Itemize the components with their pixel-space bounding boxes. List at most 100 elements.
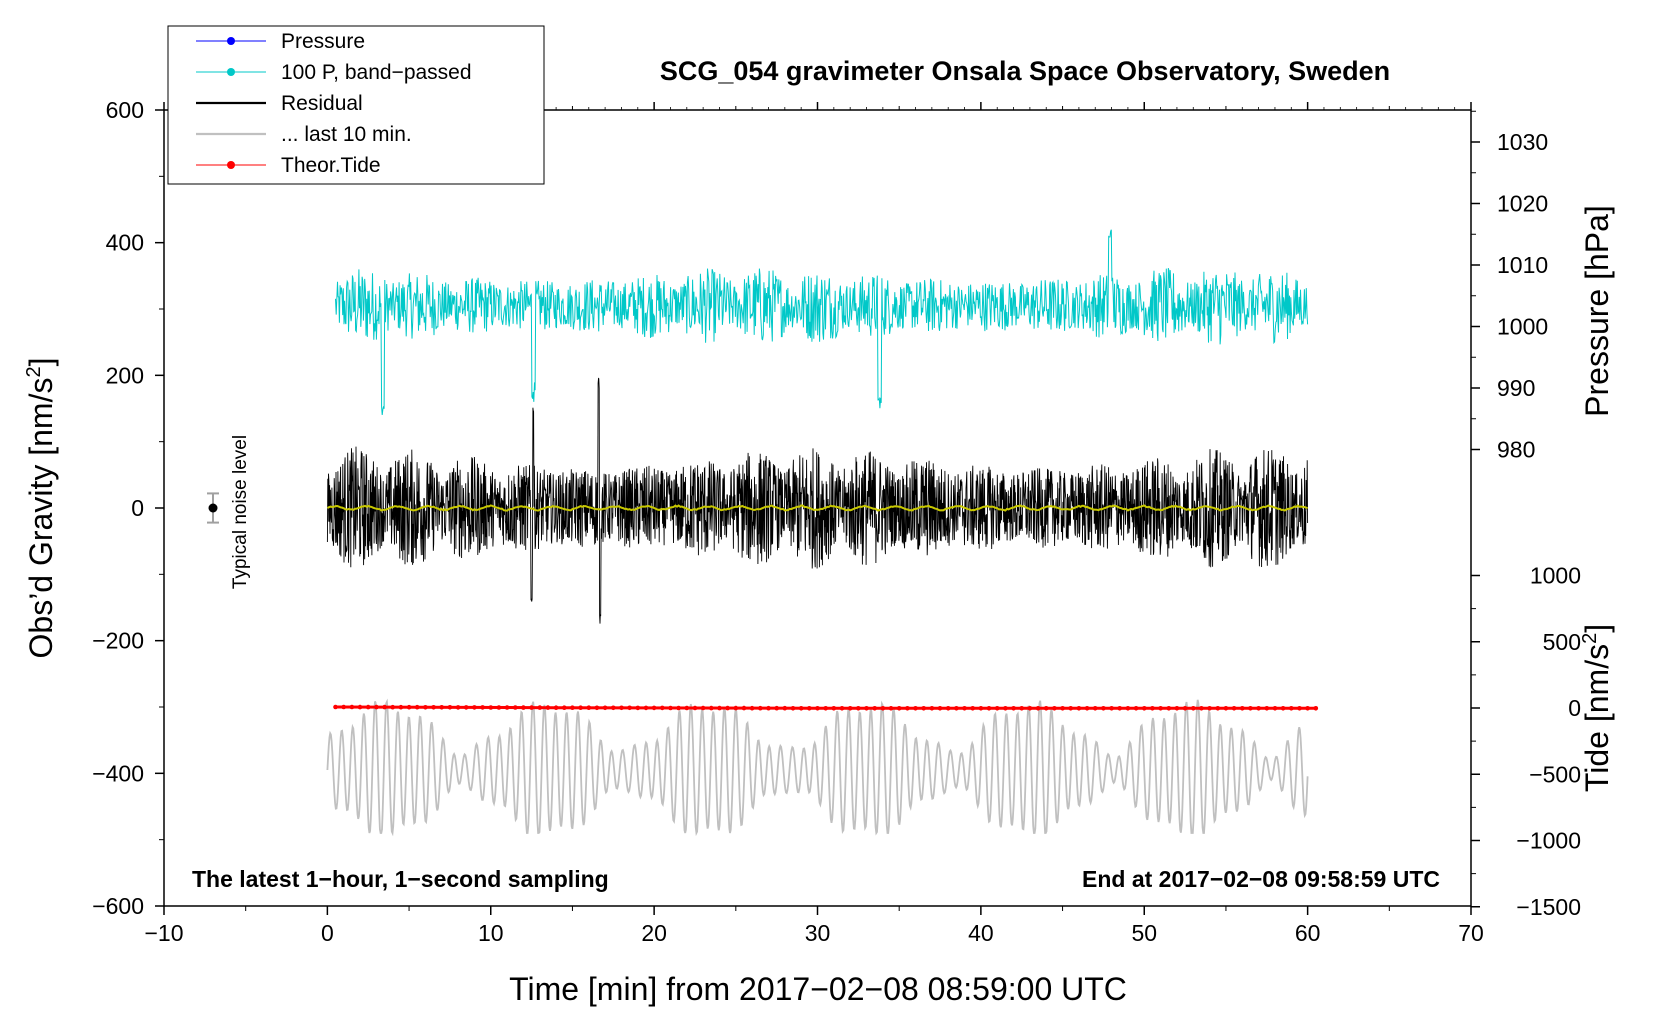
theor-tide-point (447, 705, 453, 710)
theor-tide-point (954, 706, 959, 711)
legend-marker (227, 161, 235, 169)
series-last-10-min-line (326, 698, 1309, 837)
x-tick-label: 20 (641, 920, 667, 946)
theor-tide-point (1215, 706, 1221, 711)
theor-tide-point (660, 705, 665, 711)
theor-tide-point (798, 706, 804, 711)
x-tick-label: 40 (968, 920, 994, 946)
y-tick-label-left: −200 (92, 628, 144, 654)
series-residual-smoothed-line (326, 504, 1308, 512)
theor-tide-point (749, 705, 755, 711)
pressure-tick-label: 990 (1497, 375, 1535, 401)
theor-tide-point (1052, 706, 1057, 711)
y-axis-title-tide-sup: 2 (1579, 633, 1601, 644)
theor-tide-point (700, 705, 706, 711)
theor-tide-point (937, 706, 943, 711)
chart-title: SCG_054 gravimeter Onsala Space Observat… (660, 56, 1390, 86)
theor-tide-point (1125, 706, 1131, 711)
theor-tide-point (439, 705, 445, 710)
theor-tide-point (1231, 706, 1237, 711)
legend-label: Theor.Tide (281, 154, 381, 177)
theor-tide-point (1003, 706, 1008, 711)
legend-box (167, 25, 545, 185)
y-axis-title-tide-close: ] (1579, 624, 1615, 633)
theor-tide-point (529, 705, 534, 710)
theor-tide-point (913, 706, 918, 711)
theor-tide-point (619, 705, 624, 711)
theor-tide-point (455, 705, 461, 710)
theor-tide-point (709, 705, 714, 711)
tide-tick-label: −1000 (1516, 828, 1581, 854)
theor-tide-point (1248, 706, 1253, 711)
theor-tide-point (1011, 706, 1016, 711)
theor-tide-point (1084, 706, 1090, 711)
theor-tide-point (553, 705, 559, 710)
theor-tide-point (1272, 706, 1278, 711)
theor-tide-point (896, 706, 902, 711)
theor-tide-point (1150, 706, 1155, 711)
y-tick-label-left: 200 (106, 362, 144, 388)
theor-tide-point (1199, 706, 1204, 711)
pressure-tick-label: 1030 (1497, 129, 1548, 155)
tide-tick-label: 0 (1568, 695, 1581, 721)
y-axis-title-left-sup: 2 (23, 366, 45, 377)
y-tick-label-left: 400 (106, 230, 144, 256)
x-tick-label: 60 (1295, 920, 1321, 946)
legend-label: Residual (281, 92, 363, 115)
annotation-sampling: The latest 1−hour, 1−second sampling (192, 866, 609, 892)
theor-tide-point (570, 705, 575, 710)
theor-tide-point (856, 706, 861, 711)
theor-tide-point (945, 706, 951, 711)
x-tick-label: 30 (805, 920, 831, 946)
tide-tick-label: 500 (1543, 629, 1581, 655)
theor-tide-point (684, 705, 690, 711)
theor-tide-point (807, 706, 812, 711)
theor-tide-point (406, 704, 412, 710)
x-axis-title: Time [min] from 2017−02−08 08:59:00 UTC (509, 971, 1127, 1007)
theor-tide-point (905, 706, 910, 711)
y-axis-title-left: Obs’d Gravity [nm/s2] (23, 358, 59, 659)
theor-tide-point (521, 705, 526, 710)
theor-tide-point (839, 706, 845, 711)
y-axis-title-pressure: Pressure [hPa] (1579, 205, 1615, 417)
theor-tide-point (888, 706, 894, 711)
theor-tide-point (692, 705, 698, 711)
theor-tide-point (1060, 706, 1065, 711)
theor-tide-point (1035, 706, 1041, 711)
theor-tide-point (1191, 706, 1196, 711)
legend-label: 100 P, band−passed (281, 61, 472, 84)
theor-tide-point (1207, 706, 1212, 711)
theor-tide-point (1305, 706, 1310, 711)
theor-tide-point (774, 705, 779, 711)
theor-tide-point (341, 704, 347, 710)
theor-tide-point (1076, 706, 1082, 711)
theor-tide-point (815, 706, 820, 711)
x-tick-label: 0 (321, 920, 334, 946)
theor-tide-point (562, 705, 567, 710)
theor-tide-point (390, 704, 396, 710)
theor-tide-point (1174, 706, 1180, 711)
axes-layer: −10 0 10 20 30 40 50 60 706004002000−200−400−600… (92, 97, 1581, 946)
theor-tide-point (365, 704, 371, 710)
theor-tide-point (504, 705, 510, 710)
theor-tide-point (611, 705, 616, 711)
annotation-end-time: End at 2017−02−08 09:58:59 UTC (1082, 866, 1440, 892)
theor-tide-point (986, 706, 992, 711)
theor-tide-point (1240, 706, 1245, 711)
theor-tide-point (831, 706, 837, 711)
theor-tide-point (1142, 706, 1147, 711)
theor-tide-point (431, 705, 436, 710)
theor-tide-point (1182, 706, 1188, 711)
theor-tide-point (1289, 706, 1294, 711)
y-tick-label-left: 600 (106, 97, 144, 123)
theor-tide-point (1019, 706, 1024, 711)
theor-tide-point (545, 705, 551, 710)
theor-tide-point (741, 705, 747, 711)
series-band-passed-pressure-line (335, 229, 1309, 415)
theor-tide-point (643, 705, 649, 711)
theor-tide-point (1313, 706, 1319, 711)
theor-tide-point (717, 705, 722, 711)
tide-tick-label: 1000 (1530, 563, 1581, 589)
theor-tide-point (463, 705, 469, 710)
theor-tide-point (1280, 706, 1286, 711)
